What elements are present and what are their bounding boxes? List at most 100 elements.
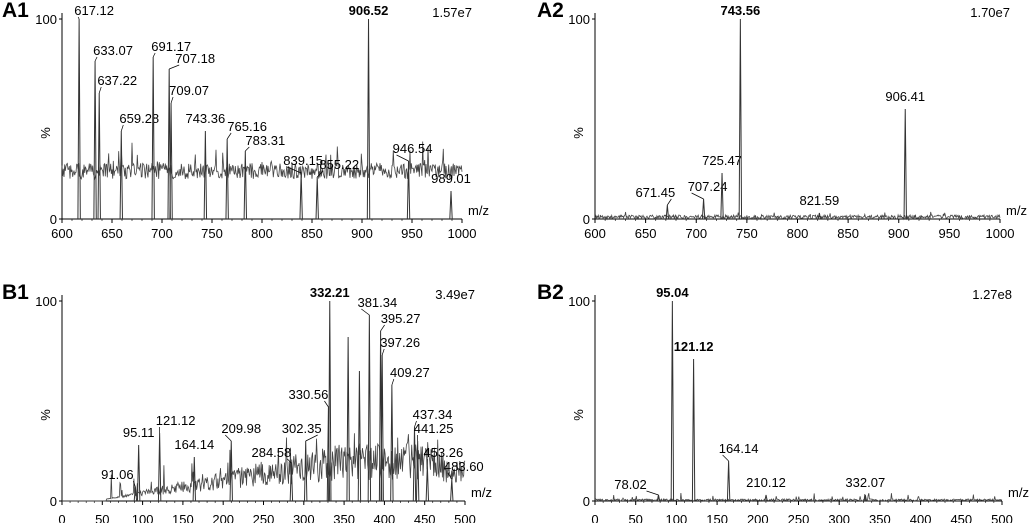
x-tick-label: 1000 [448, 226, 477, 241]
peak-leader [381, 348, 385, 356]
x-tick-label: 900 [888, 226, 910, 241]
intensity-label: 3.49e7 [435, 287, 475, 302]
peak-leader [447, 472, 453, 480]
peak-label: 332.07 [845, 475, 885, 490]
y-axis-label: % [38, 127, 53, 139]
peak-leader [324, 400, 329, 408]
y-tick-label: 0 [50, 212, 57, 227]
peak [726, 460, 731, 502]
peak-label: 284.58 [251, 445, 291, 460]
peak [299, 172, 303, 220]
peak-label: 839.15 [283, 153, 323, 168]
peak [93, 60, 97, 220]
peak [243, 150, 248, 220]
spectrum-trace [61, 141, 463, 181]
peak-leader [691, 192, 704, 200]
peak-label: 617.12 [74, 3, 114, 18]
panel-A2: A2 0 100% 600 650 700 750 800 850 900 950 1000 m/z 1.… [537, 0, 1027, 241]
peak-label: 483.60 [444, 459, 484, 474]
panel-label: B1 [2, 281, 29, 304]
x-tick-label: 400 [910, 512, 932, 523]
peak [701, 198, 706, 220]
peak-label: 906.41 [885, 89, 925, 104]
peak-label: 821.59 [799, 193, 839, 208]
peak [817, 212, 822, 220]
peak-label: 691.17 [151, 39, 191, 54]
peak [738, 18, 743, 220]
x-tick-label: 200 [747, 512, 769, 523]
y-tick-label: 100 [568, 294, 590, 309]
intensity-label: 1.70e7 [970, 5, 1010, 20]
x-tick-label: 50 [628, 512, 642, 523]
peak-label: 707.18 [175, 51, 215, 66]
peak [903, 108, 907, 220]
peak-leader [316, 170, 324, 178]
x-tick-label: 150 [172, 512, 194, 523]
peak [151, 56, 155, 220]
x-tick-label: 750 [736, 226, 758, 241]
peak [665, 204, 670, 220]
peak-label: 95.11 [123, 425, 155, 440]
x-axis-label: m/z [468, 203, 489, 218]
peak-label: 121.12 [156, 413, 196, 428]
peak-label: 709.07 [169, 83, 209, 98]
peak [720, 172, 724, 220]
peak [192, 456, 196, 502]
x-tick-label: 450 [414, 512, 436, 523]
x-axis-label: m/z [1006, 203, 1027, 218]
x-tick-label: 100 [666, 512, 688, 523]
y-axis-label: % [571, 409, 586, 421]
peak-label: 633.07 [93, 43, 133, 58]
x-tick-label: 850 [301, 226, 323, 241]
peak [119, 130, 123, 220]
y-tick-label: 100 [568, 12, 590, 27]
x-tick-label: 700 [151, 226, 173, 241]
x-tick-label: 950 [939, 226, 961, 241]
peak-label: 453.26 [423, 445, 463, 460]
x-tick-label: 350 [333, 512, 355, 523]
x-tick-label: 100 [132, 512, 154, 523]
peak [412, 426, 417, 502]
spectrum-trace [594, 211, 1001, 221]
y-tick-label: 100 [35, 12, 57, 27]
peak-label: 906.52 [349, 3, 389, 18]
peak-label: 209.98 [221, 421, 261, 436]
peak-leader [361, 308, 370, 316]
y-tick-label: 0 [583, 494, 590, 509]
peak-leader [226, 132, 232, 140]
x-tick-label: 700 [685, 226, 707, 241]
peak [406, 160, 411, 220]
x-tick-label: 250 [253, 512, 275, 523]
peak [450, 478, 454, 502]
peak [328, 300, 332, 502]
peak [366, 18, 371, 220]
peak [346, 336, 350, 502]
peak-label: 671.45 [635, 185, 675, 200]
y-axis-label: % [38, 409, 53, 421]
peak [670, 300, 675, 502]
peak-leader [169, 64, 180, 70]
peak-label: 164.14 [174, 437, 214, 452]
peak [169, 102, 173, 220]
x-tick-label: 450 [950, 512, 972, 523]
peak-label: 121.12 [674, 339, 714, 354]
peak-leader [152, 52, 156, 58]
peak [390, 384, 394, 502]
peak-leader [667, 198, 672, 206]
peak-label: 381.34 [357, 295, 397, 310]
x-tick-label: 300 [828, 512, 850, 523]
peak-label: 302.35 [282, 421, 322, 436]
peak-leader [224, 434, 232, 442]
peak [225, 138, 229, 220]
spectrum-trace [62, 433, 466, 502]
y-tick-label: 0 [50, 494, 57, 509]
peak-leader [120, 124, 124, 132]
peak-label: 397.26 [380, 335, 420, 350]
peak [157, 432, 162, 502]
peak [691, 358, 696, 502]
x-tick-label: 150 [706, 512, 728, 523]
peak [136, 444, 141, 502]
y-tick-label: 100 [35, 294, 57, 309]
peak-label: 659.28 [119, 111, 159, 126]
